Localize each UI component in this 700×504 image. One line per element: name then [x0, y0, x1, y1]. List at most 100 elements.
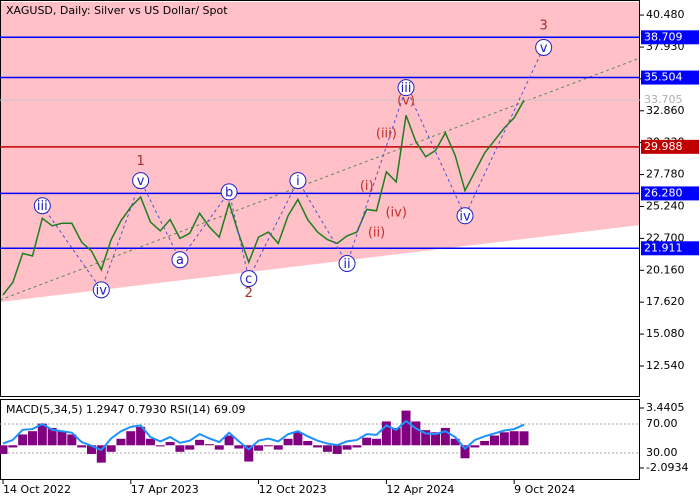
wave-circle	[240, 270, 258, 288]
macd-bar	[303, 440, 313, 446]
macd-bar	[499, 432, 509, 446]
rsi-line	[2, 419, 525, 452]
y2-tick-label: 30.00	[646, 446, 678, 459]
macd-bar	[332, 445, 342, 454]
macd-bar	[391, 427, 401, 446]
macd-bar	[234, 445, 244, 449]
x-tick-label: 12 Oct 2023	[259, 483, 327, 496]
indicator-frame	[0, 399, 640, 480]
wave-label: iv	[459, 209, 471, 224]
x-tick-label: 17 Apr 2023	[131, 483, 199, 496]
wave-label: i	[296, 174, 300, 189]
macd-bar	[165, 442, 175, 446]
macd-bar	[244, 445, 254, 462]
macd-bar	[47, 427, 57, 446]
wave-circle	[397, 79, 415, 97]
macd-bar	[470, 445, 480, 448]
macd-bar	[27, 431, 37, 446]
macd-bar	[362, 437, 372, 446]
macd-bar	[421, 430, 431, 446]
wave-label: (ii)	[368, 226, 385, 241]
macd-bar	[254, 445, 264, 451]
y-tick-label: 22.700	[646, 231, 685, 244]
level-label: 26.280	[644, 186, 683, 199]
macd-bar	[372, 438, 382, 446]
y-tick-label: 12.540	[646, 359, 685, 372]
main-frame	[0, 0, 640, 397]
macd-bar	[145, 438, 155, 446]
macd-bar	[204, 444, 214, 446]
wave-label: c	[245, 272, 252, 287]
macd-bar	[411, 421, 421, 446]
wave-circle	[171, 251, 189, 269]
y-tick-label: 40.480	[646, 8, 685, 21]
wave-label: (v)	[397, 94, 415, 109]
macd-bar	[283, 438, 293, 446]
wave-label: (iv)	[385, 206, 406, 221]
macd-bar	[322, 445, 332, 452]
level-label: 38.709	[644, 30, 683, 43]
macd-bar	[401, 410, 411, 446]
macd-bar	[293, 432, 303, 446]
macd-bar	[440, 427, 450, 446]
macd-bar	[37, 423, 47, 446]
macd-bar	[273, 445, 283, 450]
macd-bar	[195, 439, 205, 446]
wave-circle	[132, 172, 150, 190]
macd-bar	[352, 445, 362, 448]
wave-label: b	[225, 185, 233, 200]
level-box	[641, 70, 699, 85]
wave-label: 2	[245, 286, 253, 301]
y-tick-label: 32.860	[646, 104, 685, 117]
macd-bar	[224, 435, 234, 446]
wave-label: iii	[37, 199, 48, 214]
level-label: 21.911	[644, 241, 683, 254]
y-tick-label: 3.4405	[646, 401, 685, 414]
wave-label: (iii)	[376, 126, 397, 141]
macd-bar	[0, 445, 8, 454]
macd-bar	[480, 440, 490, 446]
wave-circle	[456, 207, 474, 225]
wave-label: 3	[540, 18, 548, 33]
macd-bar	[18, 434, 28, 446]
macd-bar	[342, 445, 352, 450]
wave-label: ii	[343, 257, 350, 272]
macd-bar	[57, 431, 67, 446]
level-label: 35.504	[644, 71, 683, 84]
last-price-label: 33.705	[644, 93, 683, 106]
chart-title: XAGUSD, Daily: Silver vs US Dollar/ Spot	[6, 4, 228, 17]
macd-bar	[263, 445, 273, 447]
wave-label: v	[137, 174, 145, 189]
wave-label: (i)	[360, 179, 374, 194]
macd-bar	[116, 438, 126, 446]
wave-label: a	[176, 253, 184, 268]
macd-bar	[136, 426, 146, 446]
macd-bar	[450, 438, 460, 446]
macd-bar	[106, 445, 116, 452]
y-tick-label: 15.080	[646, 327, 685, 340]
macd-bar	[490, 435, 499, 446]
trend-line	[0, 57, 641, 301]
wave-label: iii	[401, 81, 412, 96]
x-tick-label: 9 Oct 2024	[514, 483, 575, 496]
y-tick-label: 17.620	[646, 295, 685, 308]
level-box	[641, 30, 699, 45]
y2-tick-label: 70.00	[646, 417, 678, 430]
wave-label: 1	[136, 154, 144, 169]
macd-bar	[431, 432, 441, 446]
wave-label: iv	[96, 283, 108, 298]
macd-bar	[96, 445, 106, 463]
wave-label: v	[540, 41, 548, 56]
macd-bar	[185, 445, 195, 450]
level-box	[641, 241, 699, 256]
macd-bar	[519, 431, 529, 446]
macd-bar	[214, 445, 224, 450]
wave-circle	[220, 183, 238, 201]
wave-circle	[289, 172, 307, 190]
macd-bar	[175, 445, 185, 452]
wave-circle	[33, 197, 51, 215]
wave-circle	[338, 254, 356, 272]
x-tick-label: 14 Oct 2022	[3, 483, 71, 496]
